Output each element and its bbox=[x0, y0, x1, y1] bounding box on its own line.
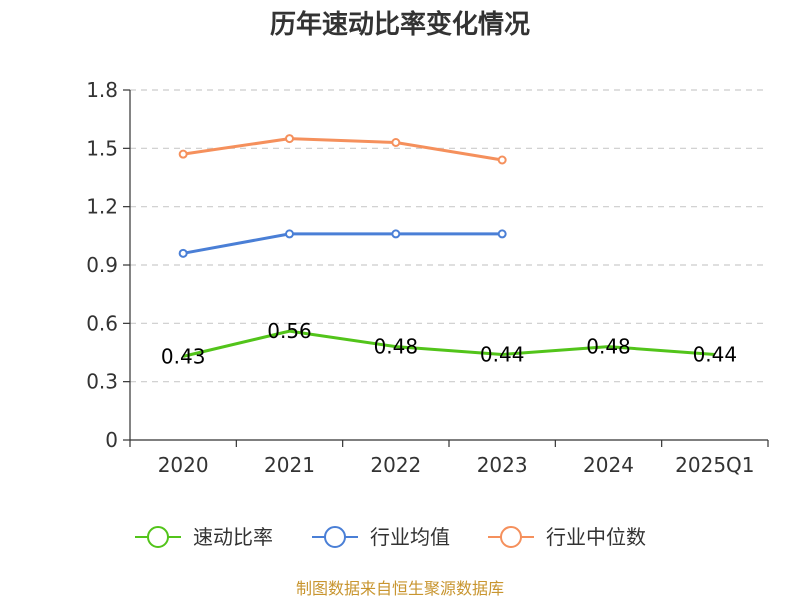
series-line-1 bbox=[182, 232, 503, 255]
x-tick-label: 2020 bbox=[158, 453, 209, 477]
labels-layer: 0.43 0.56 0.48 0.44 0.48 0.44 bbox=[161, 319, 737, 368]
series-point-1 bbox=[391, 229, 401, 239]
y-tick-label: 0.9 bbox=[86, 253, 118, 277]
y-tick-label: 0.6 bbox=[86, 311, 118, 335]
series-point-2 bbox=[497, 155, 507, 165]
legend-item-2[interactable]: 行业中位数 bbox=[488, 525, 646, 549]
y-tick-label: 1.8 bbox=[86, 78, 118, 102]
y-tick-label: 0 bbox=[105, 428, 118, 452]
series-point-1 bbox=[285, 229, 294, 239]
data-label: 0.43 bbox=[161, 344, 206, 368]
x-tick-label: 2023 bbox=[477, 453, 528, 477]
legend-marker bbox=[147, 526, 169, 548]
legend-item-1[interactable]: 行业均值 bbox=[312, 525, 450, 549]
y-tick-label: 1.2 bbox=[86, 195, 118, 219]
x-tick-label: 2021 bbox=[264, 453, 315, 477]
y-tick-label: 0.3 bbox=[86, 370, 118, 394]
legend-item-0[interactable]: 速动比率 bbox=[135, 525, 273, 549]
series-point-1 bbox=[497, 229, 507, 239]
x-tick-label: 2022 bbox=[370, 453, 421, 477]
legend-label: 行业均值 bbox=[370, 525, 450, 549]
data-label: 0.44 bbox=[480, 342, 525, 366]
series-point-2 bbox=[391, 138, 401, 147]
series-layer bbox=[178, 134, 715, 358]
x-tick-label: 2024 bbox=[583, 453, 634, 477]
legend-label: 行业中位数 bbox=[546, 525, 646, 549]
series-line-2 bbox=[182, 137, 503, 162]
series-point-2 bbox=[285, 134, 294, 144]
legend-marker bbox=[324, 526, 346, 548]
x-tick-label: 2025Q1 bbox=[675, 453, 754, 477]
legend: 速动比率 行业均值 行业中位数 bbox=[135, 525, 646, 549]
series-point-2 bbox=[178, 149, 188, 159]
series-line-0 bbox=[182, 329, 715, 358]
series-point-1 bbox=[178, 248, 188, 258]
data-label: 0.44 bbox=[693, 342, 738, 366]
axes: 0 0.3 0.6 0.9 1.2 1.5 1.8 2020 2021 2022 2023 2024 2… bbox=[86, 78, 769, 477]
data-label: 0.48 bbox=[374, 335, 419, 359]
legend-marker bbox=[500, 526, 522, 548]
chart-title: 历年速动比率变化情况 bbox=[270, 9, 530, 40]
grid bbox=[130, 89, 768, 383]
data-label: 0.56 bbox=[267, 319, 312, 343]
data-label: 0.48 bbox=[586, 335, 631, 359]
source-note: 制图数据来自恒生聚源数据库 bbox=[296, 579, 504, 598]
y-tick-label: 1.5 bbox=[86, 136, 118, 160]
legend-label: 速动比率 bbox=[193, 525, 273, 549]
